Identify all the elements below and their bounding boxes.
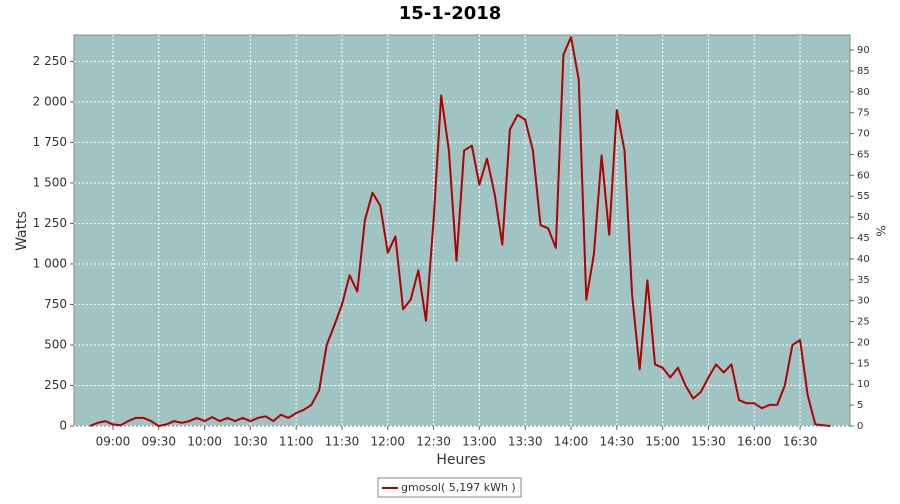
y2-tick-label: 75 [857,108,870,119]
x-tick-label: 15:00 [645,435,680,449]
y2-tick-label: 25 [857,317,870,328]
x-tick-label: 09:30 [141,435,176,449]
y-tick-label: 500 [44,337,67,351]
x-tick-label: 11:00 [279,435,314,449]
y-tick-label: 750 [44,297,67,311]
y-tick-label: 2 000 [33,94,67,108]
x-tick-label: 14:30 [600,435,635,449]
y2-tick-label: 0 [857,421,863,432]
y2-tick-label: 40 [857,254,870,265]
y2-tick-label: 10 [857,379,870,390]
y2-tick-label: 85 [857,66,870,77]
y-tick-label: 1 500 [33,175,67,189]
y2-tick-label: 20 [857,337,870,348]
x-tick-label: 10:30 [233,435,268,449]
x-tick-label: 12:30 [416,435,451,449]
y-tick-label: 2 250 [33,54,67,68]
plot-area [73,34,851,427]
y-tick-label: 0 [59,419,67,433]
chart-title: 15-1-2018 [399,3,502,24]
x-tick-label: 13:00 [462,435,497,449]
x-tick-label: 12:00 [370,435,405,449]
y-tick-label: 1 750 [33,135,67,149]
y2-tick-label: 90 [857,45,870,56]
data-line [89,36,831,427]
x-tick-label: 16:00 [737,435,772,449]
legend-box [377,477,522,498]
y-axis-label: Watts [14,211,30,251]
y2-tick-label: 65 [857,149,870,160]
y2-tick-label: 50 [857,212,870,223]
y-tick-label: 250 [44,378,67,392]
y2-tick-label: 30 [857,296,870,307]
x-tick-label: 14:00 [554,435,589,449]
y2-tick-label: 35 [857,275,870,286]
y2-tick-label: 5 [857,400,863,411]
y2-tick-label: 45 [857,233,870,244]
y-tick-label: 1 000 [33,256,67,270]
x-tick-label: 13:30 [508,435,543,449]
y-tick-label: 1 250 [33,216,67,230]
x-tick-label: 15:30 [691,435,726,449]
y2-tick-label: 80 [857,87,870,98]
x-tick-label: 16:30 [783,435,818,449]
y2-tick-label: 15 [857,358,870,369]
y2-tick-label: 60 [857,170,870,181]
x-tick-label: 10:00 [187,435,222,449]
legend-label: gmosol( 5,197 kWh ) [401,481,516,494]
y2-tick-label: 55 [857,191,870,202]
x-tick-label: 11:30 [325,435,360,449]
y2-tick-label: 70 [857,129,870,140]
x-tick-label: 09:00 [96,435,131,449]
x-axis-label: Heures [436,452,485,468]
y2-axis-label: % [874,225,888,236]
